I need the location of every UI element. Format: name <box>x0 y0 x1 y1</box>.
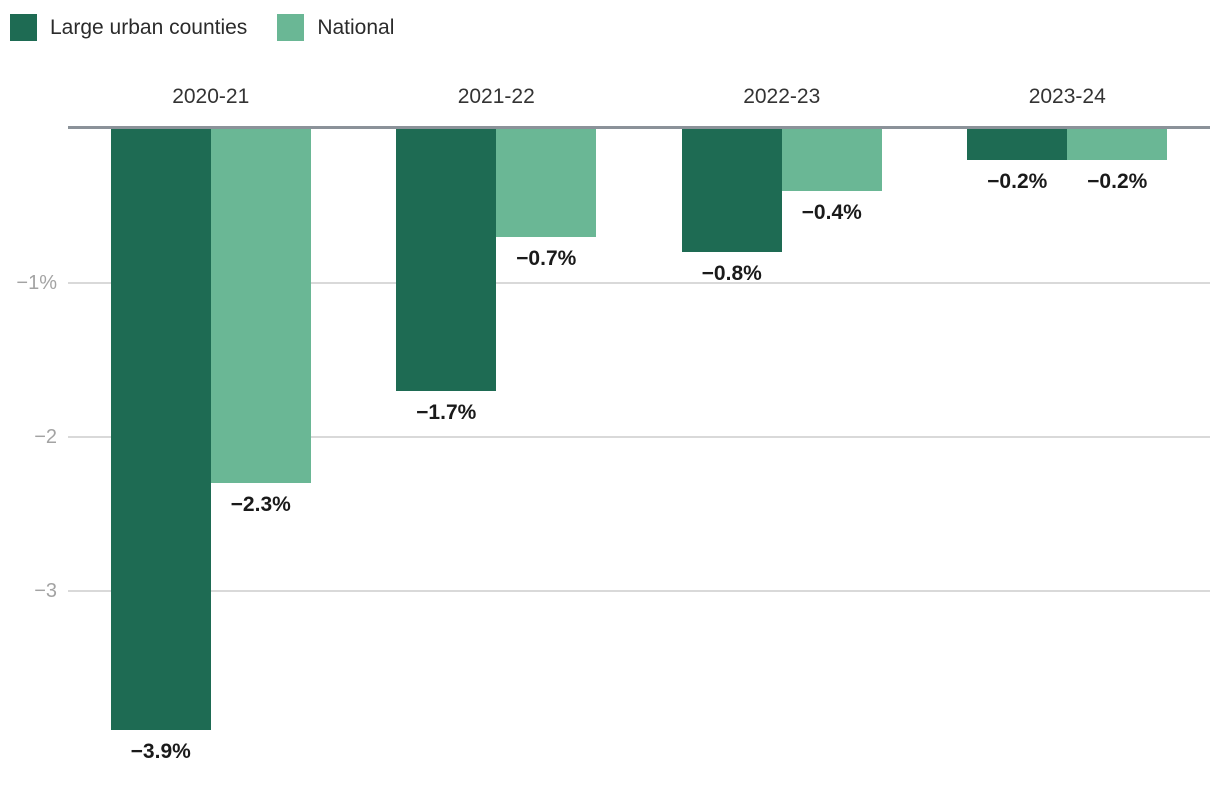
value-label: −0.8% <box>701 262 762 286</box>
gridline <box>68 590 1210 592</box>
category-label: 2022-23 <box>743 85 821 108</box>
value-label: −0.7% <box>516 246 577 270</box>
legend-swatch-large-urban-counties <box>10 14 37 41</box>
bar <box>110 129 211 730</box>
value-label: −2.3% <box>230 493 291 517</box>
legend-label: National <box>317 16 395 39</box>
value-label: −0.4% <box>801 200 862 224</box>
legend-item-national: National <box>277 14 394 41</box>
value-label: −0.2% <box>1087 169 1148 193</box>
category-label: 2020-21 <box>172 85 250 108</box>
bar <box>396 129 497 391</box>
value-label: −1.7% <box>416 400 477 424</box>
legend-item-large-urban-counties: Large urban counties <box>10 14 247 41</box>
legend-label: Large urban counties <box>50 16 248 39</box>
bar <box>1067 129 1168 160</box>
value-label: −0.2% <box>987 169 1048 193</box>
bar <box>781 129 882 191</box>
y-tick-label: −2 <box>34 426 57 448</box>
y-tick-label: −1% <box>16 272 57 294</box>
gridline <box>68 436 1210 438</box>
chart-legend: Large urban counties National <box>10 14 394 41</box>
category-label: 2023-24 <box>1028 85 1106 108</box>
zero-baseline <box>68 126 1210 129</box>
bar <box>496 129 597 237</box>
category-label: 2021-22 <box>457 85 535 108</box>
bar <box>967 129 1068 160</box>
value-label: −3.9% <box>130 739 191 763</box>
bar <box>681 129 782 253</box>
bar <box>210 129 311 484</box>
y-tick-label: −3 <box>34 580 57 602</box>
legend-swatch-national <box>277 14 305 41</box>
gridline <box>68 282 1210 284</box>
